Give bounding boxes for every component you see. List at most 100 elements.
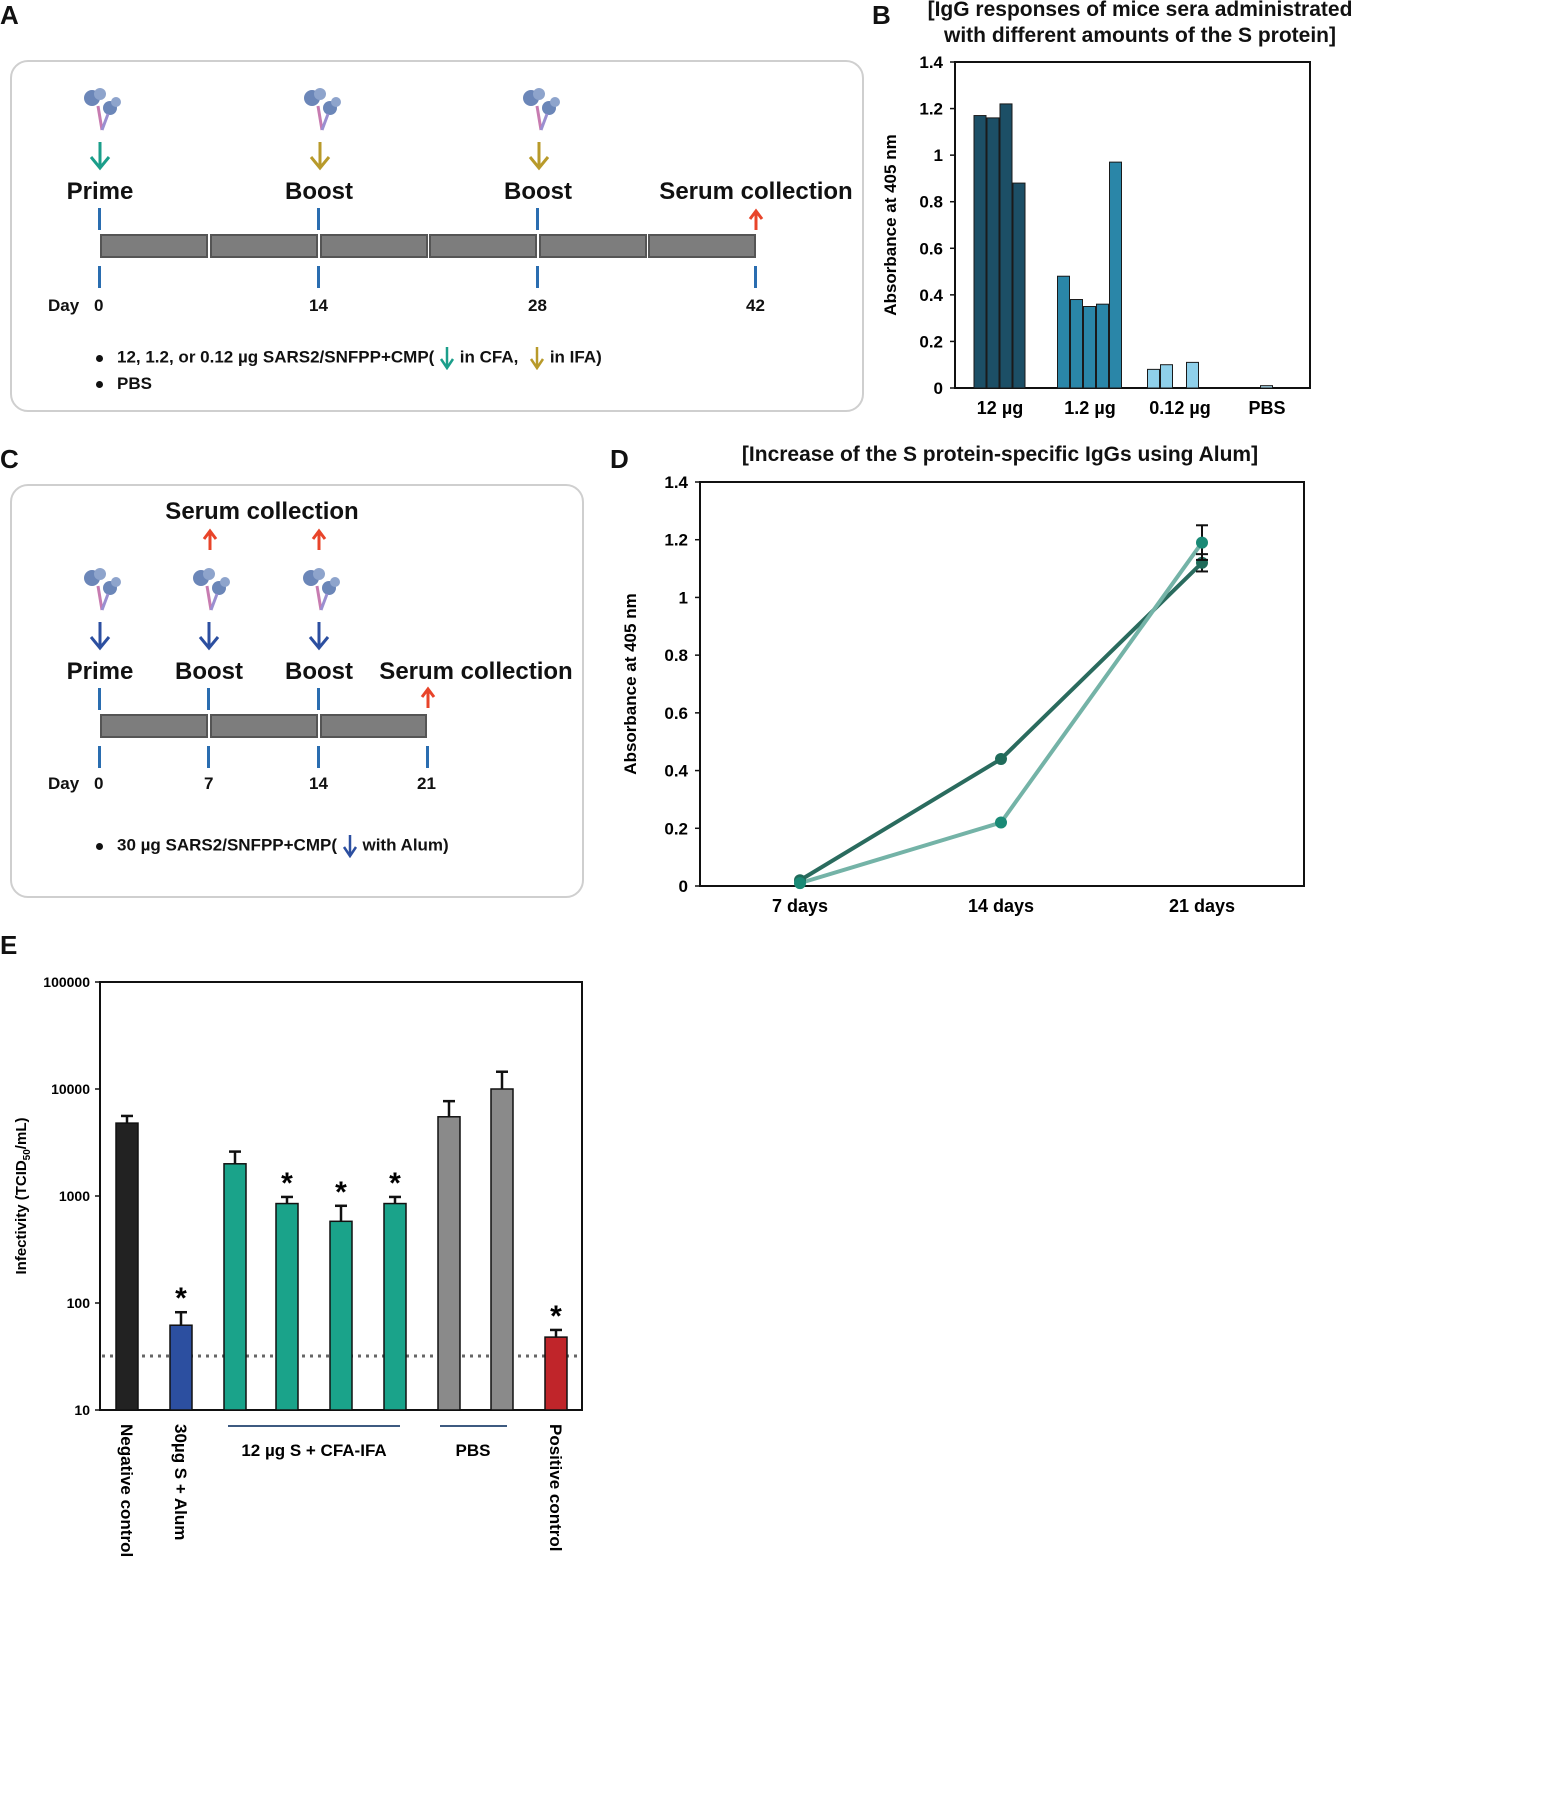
x-tick-label: 21 days <box>1169 896 1235 916</box>
y-axis-label: Absorbance at 405 nm <box>621 593 640 774</box>
panel-e-letter: E <box>0 930 18 960</box>
y-axis-label: Absorbance at 405 nm <box>881 134 900 315</box>
protein-structure-icon <box>84 568 121 611</box>
protein-structure-icon <box>523 88 560 131</box>
timeline-tick <box>317 746 320 768</box>
stage-boost-2: Boost <box>504 178 572 205</box>
significance-star: * <box>175 1282 187 1315</box>
ifa-arrow-icon <box>309 142 331 171</box>
significance-star: * <box>550 1300 562 1333</box>
stage-serum-collection: Serum collection <box>659 178 853 205</box>
y-tick-label: 0.8 <box>664 646 688 665</box>
day-value: 7 <box>204 774 214 793</box>
bar <box>999 103 1013 389</box>
data-point <box>794 877 806 890</box>
plot-frame <box>699 481 1305 887</box>
x-tick-label: 12 µg <box>977 398 1023 418</box>
timeline-tick <box>317 208 320 230</box>
significance-star: * <box>389 1167 401 1200</box>
y-tick-label: 100000 <box>43 974 90 990</box>
timeline-segment <box>100 714 208 738</box>
bar <box>169 1324 193 1411</box>
panel-d-letter: D <box>610 444 629 474</box>
bar <box>1070 299 1083 389</box>
bar <box>544 1336 568 1411</box>
day-value: 28 <box>528 296 547 315</box>
protein-structure-icon <box>303 568 340 611</box>
cfa-arrow-icon <box>440 347 455 371</box>
protein-structure-icon <box>193 568 230 611</box>
bar <box>490 1088 514 1411</box>
timeline-segment <box>210 714 318 738</box>
bar <box>1160 364 1173 389</box>
x-tick-label: 1.2 µg <box>1064 398 1115 418</box>
x-label-pbs-group: PBS <box>456 1441 491 1460</box>
y-tick-label: 0.2 <box>664 819 688 838</box>
series-line <box>798 561 1204 882</box>
timeline-segment <box>210 234 318 258</box>
bar <box>223 1163 247 1411</box>
stage-serum-collection: Serum collection <box>379 658 573 685</box>
day-value: 0 <box>94 296 104 315</box>
data-point <box>1196 536 1208 549</box>
significance-star: * <box>335 1176 347 1209</box>
data-point <box>995 753 1007 766</box>
timeline-tick <box>98 746 101 768</box>
alum-arrow-icon <box>308 622 330 651</box>
bar <box>1096 303 1109 389</box>
timeline-tick <box>426 746 429 768</box>
serum-arrow-icon <box>420 686 436 708</box>
plot-frame <box>954 61 1311 389</box>
timeline-tick <box>98 208 101 230</box>
ifa-text: in IFA) <box>549 347 602 367</box>
alum-arrow-icon <box>89 622 111 651</box>
alum-arrow-icon <box>342 835 357 859</box>
bar <box>1083 306 1096 389</box>
day-label: Day <box>48 774 80 793</box>
pbs-text: PBS <box>117 374 152 393</box>
x-tick-label: 0.12 µg <box>1149 398 1210 418</box>
timeline-segment <box>320 234 428 258</box>
timeline-tick <box>536 208 539 230</box>
y-tick-label: 1000 <box>59 1188 90 1204</box>
serum-arrow-icon <box>311 528 327 550</box>
timeline-tick <box>536 266 539 288</box>
timeline-segment <box>539 234 647 258</box>
cfa-text: in CFA, <box>459 347 519 367</box>
cfa-arrow-icon <box>89 142 111 171</box>
y-tick-label: 1 <box>934 146 943 165</box>
y-tick-label: 1.4 <box>919 53 943 72</box>
regimen-note: 12, 1.2, or 0.12 µg SARS2/SNFPP+CMP( in … <box>96 346 602 371</box>
bar <box>1012 182 1026 389</box>
stage-boost-1: Boost <box>285 178 353 205</box>
chart-e-infectivity: 10 100 1000 10000 100000 Infectivity (TCID50/… <box>13 974 583 1557</box>
timeline-tick <box>317 266 320 288</box>
x-tick-label: 7 days <box>772 896 828 916</box>
regimen-text: 30 µg SARS2/SNFPP+CMP( <box>117 835 337 855</box>
bar <box>383 1202 407 1411</box>
timeline-segment <box>100 234 208 258</box>
pbs-note: PBS <box>96 374 152 394</box>
panel-c-letter: C <box>0 444 19 474</box>
chart-b-title-line1: [IgG responses of mice sera administrate… <box>927 0 1353 21</box>
panel-a-letter: A <box>0 0 19 30</box>
y-tick-label: 1.4 <box>664 473 688 492</box>
timeline-tick <box>207 688 210 710</box>
chart-d-alum-timecourse: 0 0.2 0.4 0.6 0.8 1 1.2 1.4 Absorbance at 405 nm… <box>621 473 1305 916</box>
protein-structure-icon <box>304 88 341 131</box>
stage-serum-collection-top: Serum collection <box>165 498 359 525</box>
bar <box>1147 368 1160 389</box>
bar <box>1109 161 1122 389</box>
chart-b-igg-dose: 0 0.2 0.4 0.6 0.8 1 1.2 1.4 Absorbance at 405 nm… <box>881 53 1311 418</box>
bar <box>973 115 987 389</box>
timeline-tick <box>98 688 101 710</box>
y-tick-label: 1.2 <box>919 100 943 119</box>
y-tick-label: 0 <box>934 379 943 398</box>
stage-boost-2: Boost <box>285 658 353 685</box>
chart-d-title: [Increase of the S protein-specific IgGs… <box>741 443 1259 466</box>
day-value: 14 <box>309 296 328 315</box>
day-value: 14 <box>309 774 328 793</box>
panel-c-schedule: Serum collection Prime Boost Boost Serum… <box>10 484 584 898</box>
timeline-segment <box>648 234 756 258</box>
y-tick-label: 0.6 <box>919 239 943 258</box>
